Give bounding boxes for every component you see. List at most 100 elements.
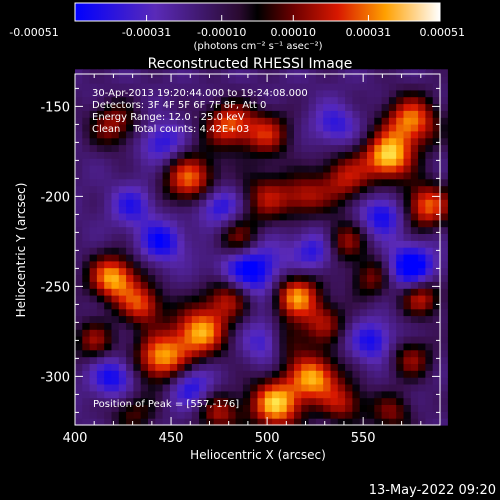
heatmap-cell xyxy=(264,356,273,364)
heatmap-cell xyxy=(118,213,127,221)
heatmap-cell xyxy=(169,103,178,111)
heatmap-cell xyxy=(104,384,113,392)
heatmap-cell xyxy=(75,342,83,351)
heatmap-cell xyxy=(140,144,149,152)
heatmap-cell xyxy=(199,178,207,187)
heatmap-cell xyxy=(359,390,368,399)
heatmap-cell xyxy=(264,329,273,337)
heatmap-cell xyxy=(396,103,405,111)
heatmap-cell xyxy=(82,171,91,180)
heatmap-cell xyxy=(140,254,149,262)
heatmap-cell xyxy=(396,295,405,303)
heatmap-cell xyxy=(323,384,332,392)
heatmap-cell xyxy=(272,151,280,159)
heatmap-cell xyxy=(352,83,361,91)
heatmap-cell xyxy=(388,356,397,364)
heatmap-cell xyxy=(206,281,215,289)
heatmap-cell xyxy=(396,117,405,125)
heatmap-cell xyxy=(75,103,83,111)
heatmap-cell xyxy=(89,349,98,358)
heatmap-cell xyxy=(169,295,178,303)
heatmap-cell xyxy=(75,151,83,159)
heatmap-cell xyxy=(345,130,353,139)
heatmap-cell xyxy=(133,144,142,152)
heatmap-cell xyxy=(367,315,375,323)
heatmap-cell xyxy=(396,349,405,358)
heatmap-cell xyxy=(169,274,178,282)
heatmap-cell xyxy=(148,384,156,392)
heatmap-cell xyxy=(272,356,280,364)
heatmap-cell xyxy=(257,199,266,207)
heatmap-cell xyxy=(235,171,244,180)
heatmap-cell xyxy=(308,247,317,255)
heatmap-cell xyxy=(148,165,156,173)
heatmap-cell xyxy=(374,267,383,276)
heatmap-cell xyxy=(403,110,412,118)
heatmap-cell xyxy=(264,390,273,399)
heatmap-cell xyxy=(279,390,288,399)
heatmap-cell xyxy=(396,165,405,173)
heatmap-cell xyxy=(133,117,142,125)
heatmap-cell xyxy=(388,397,397,405)
heatmap-cell xyxy=(323,83,332,91)
heatmap-cell xyxy=(118,267,127,276)
heatmap-cell xyxy=(337,137,346,146)
heatmap-cell xyxy=(345,315,353,323)
heatmap-cell xyxy=(294,267,302,276)
heatmap-cell xyxy=(96,411,105,419)
heatmap-cell xyxy=(213,199,222,207)
heatmap-cell xyxy=(337,69,346,77)
heatmap-cell xyxy=(169,144,178,152)
heatmap-cell xyxy=(111,397,120,405)
heatmap-cell xyxy=(206,404,215,412)
heatmap-cell xyxy=(396,315,405,323)
heatmap-cell xyxy=(388,137,397,146)
heatmap-cell xyxy=(432,96,441,105)
heatmap-cell xyxy=(264,377,273,385)
heatmap-cell xyxy=(396,124,405,132)
heatmap-cell xyxy=(418,336,426,344)
heatmap-cell xyxy=(396,240,405,248)
heatmap-cell xyxy=(352,185,361,193)
heatmap-cell xyxy=(199,267,207,276)
heatmap-cell xyxy=(403,384,412,392)
heatmap-cell xyxy=(162,384,171,392)
heatmap-cell xyxy=(323,151,332,159)
heatmap-cell xyxy=(308,206,317,214)
heatmap-cell xyxy=(191,171,200,180)
heatmap-cell xyxy=(104,233,113,241)
heatmap-cell xyxy=(235,158,244,166)
heatmap-cell xyxy=(235,254,244,262)
heatmap-cell xyxy=(396,260,405,269)
heatmap-cell xyxy=(126,308,134,317)
heatmap-cell xyxy=(257,192,266,200)
heatmap-cell xyxy=(148,404,156,412)
heatmap-cell xyxy=(206,83,215,91)
heatmap-cell xyxy=(126,336,134,344)
heatmap-cell xyxy=(345,110,353,118)
heatmap-cell xyxy=(315,151,324,159)
heatmap-cell xyxy=(403,240,412,248)
heatmap-cell xyxy=(155,315,164,323)
heatmap-cell xyxy=(257,226,266,234)
heatmap-cell xyxy=(440,363,448,371)
heatmap-cell xyxy=(169,315,178,323)
heatmap-cell xyxy=(272,171,280,180)
heatmap-cell xyxy=(242,315,251,323)
heatmap-cell xyxy=(257,267,266,276)
heatmap-cell xyxy=(213,192,222,200)
heatmap-cell xyxy=(235,185,244,193)
heatmap-cell xyxy=(337,260,346,269)
heatmap-cell xyxy=(381,418,390,426)
heatmap-cell xyxy=(294,83,302,91)
heatmap-cell xyxy=(352,254,361,262)
heatmap-cell xyxy=(301,89,310,98)
heatmap-cell xyxy=(118,370,127,378)
heatmap-cell xyxy=(359,370,368,378)
heatmap-cell xyxy=(264,206,273,214)
heatmap-cell xyxy=(418,384,426,392)
heatmap-cell xyxy=(388,336,397,344)
heatmap-cell xyxy=(279,404,288,412)
heatmap-cell xyxy=(228,267,237,276)
heatmap-cell xyxy=(250,171,259,180)
